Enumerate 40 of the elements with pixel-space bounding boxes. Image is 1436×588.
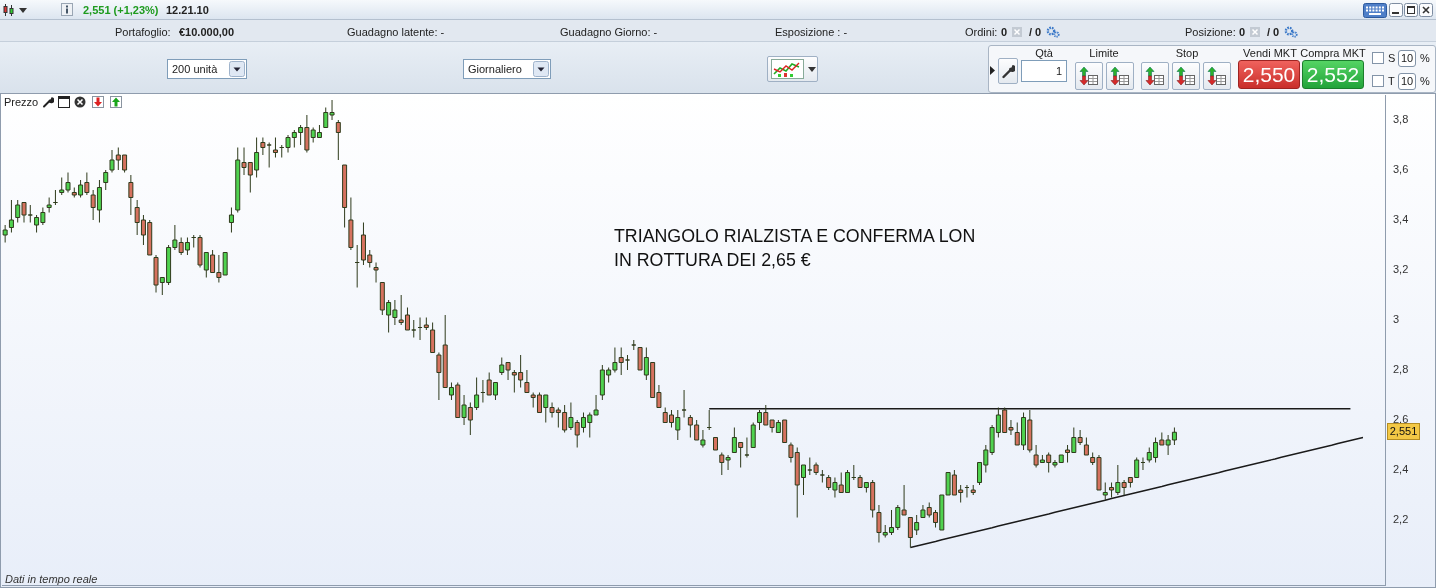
text: Ordini:	[965, 26, 998, 39]
text: Guadagno Giorno: -	[560, 26, 658, 39]
y-tick-label: 2,4	[1393, 463, 1409, 476]
text: / 0	[1029, 26, 1042, 39]
text: T	[1388, 75, 1395, 88]
text: 0	[1001, 26, 1008, 39]
text: / 0	[1267, 26, 1280, 39]
text: Portafoglio:	[115, 26, 171, 39]
text: Giornaliero	[468, 63, 522, 76]
text: Limite	[1089, 47, 1119, 60]
candlestick	[681, 389, 687, 418]
text: 200 unità	[172, 63, 218, 76]
text: Vendi MKT	[1243, 47, 1297, 60]
text: Qtà	[1035, 47, 1053, 60]
chart-title: Prezzo	[4, 96, 39, 109]
text: Guadagno latente: -	[347, 26, 445, 39]
y-tick-label: 2,8	[1393, 363, 1409, 376]
annotation: TRIANGOLO RIALZISTA E CONFERMA LON IN ROTTURA DEI 2,65 €	[614, 225, 976, 272]
text: 0	[1239, 26, 1246, 39]
text: 1	[1055, 65, 1062, 78]
y-tick-label: 3,4	[1393, 213, 1409, 226]
text: 2,551 (+1,23%)	[83, 4, 159, 17]
y-tick-label: 3,2	[1393, 263, 1409, 276]
annotation: Dati in tempo reale	[5, 573, 98, 586]
text: Esposizione : -	[775, 26, 848, 39]
text: S	[1388, 52, 1396, 65]
y-tick-label: 3,8	[1393, 113, 1409, 126]
text: €10.000,00	[179, 26, 235, 39]
text: 12.21.10	[166, 4, 209, 17]
text: 2,551	[1387, 423, 1420, 440]
text: Stop	[1175, 47, 1199, 60]
text: %	[1420, 75, 1430, 88]
text: Posizione:	[1185, 26, 1236, 39]
y-tick-label: 3,6	[1393, 163, 1409, 176]
y-tick-label: 3	[1393, 313, 1400, 326]
text: %	[1420, 52, 1430, 65]
text: Compra MKT	[1300, 47, 1366, 60]
y-tick-label: 2,6	[1393, 413, 1409, 426]
candlestick	[744, 437, 750, 458]
y-tick-label: 2,2	[1393, 513, 1409, 526]
